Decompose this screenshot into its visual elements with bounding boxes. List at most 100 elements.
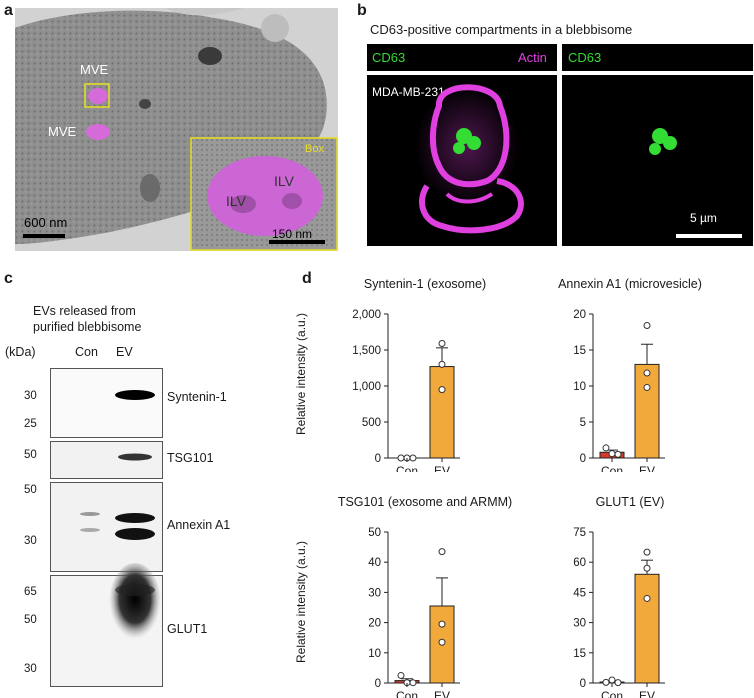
y-tick-label: 500 xyxy=(362,417,381,429)
marker-glut1-30: 30 xyxy=(24,663,37,675)
scale-label-b: 5 µm xyxy=(690,211,717,225)
mve-label-top: MVE xyxy=(80,62,109,77)
marker-glut1-65: 65 xyxy=(24,586,37,598)
marker-annexin-50: 50 xyxy=(24,484,37,496)
data-point xyxy=(614,679,622,687)
marker-syntenin-25: 25 xyxy=(24,418,37,430)
chart-title: GLUT1 (EV) xyxy=(596,495,665,509)
cd63-header-right: CD63 xyxy=(568,50,602,65)
y-tick-label: 15 xyxy=(573,345,586,357)
blot-tsg101 xyxy=(50,441,163,479)
y-tick-label: 0 xyxy=(375,453,381,465)
data-point xyxy=(614,450,622,458)
data-point xyxy=(409,454,417,462)
blot-bands xyxy=(80,390,161,643)
data-point xyxy=(397,454,405,462)
data-point xyxy=(397,671,405,679)
marker-annexin-30: 30 xyxy=(24,535,37,547)
y-tick-label: 2,000 xyxy=(352,309,381,321)
data-point xyxy=(643,548,651,556)
data-point xyxy=(608,450,616,458)
mve-label-left: MVE xyxy=(48,124,77,139)
blot-label-glut1: GLUT1 xyxy=(167,622,208,636)
y-tick-label: 60 xyxy=(573,557,586,569)
marker-tsg101-50: 50 xyxy=(24,449,37,461)
bar-ev xyxy=(634,573,660,684)
cell-line-label: MDA-MB-231 xyxy=(372,85,445,99)
data-point xyxy=(438,548,446,556)
x-tick-label: Con xyxy=(601,464,623,472)
panel-letter-a: a xyxy=(4,2,13,19)
cd63-header-left: CD63 xyxy=(372,50,406,65)
divider-line xyxy=(367,71,753,75)
ylabel-bottom: Relative intensity (a.u.) xyxy=(294,540,308,663)
scale-label-main: 600 nm xyxy=(24,215,68,230)
blot-annexin xyxy=(50,482,163,572)
x-tick-label: EV xyxy=(434,689,450,698)
panel-letter-c: c xyxy=(4,270,13,287)
blot-syntenin xyxy=(50,368,163,438)
data-point xyxy=(438,340,446,348)
blot-label-annexin: Annexin A1 xyxy=(167,518,231,532)
y-tick-label: 20 xyxy=(573,309,586,321)
x-tick-label: Con xyxy=(601,689,623,698)
ilv-label-right: ILV xyxy=(274,173,294,189)
y-tick-label: 0 xyxy=(580,678,586,690)
panel-letter-d: d xyxy=(302,270,312,287)
data-point xyxy=(643,383,651,391)
data-point xyxy=(438,386,446,394)
em-micrograph xyxy=(15,8,338,251)
data-point xyxy=(608,676,616,684)
y-tick-label: 50 xyxy=(368,527,381,539)
y-tick-label: 10 xyxy=(368,648,381,660)
blebbisome-cd63 xyxy=(649,128,742,238)
x-tick-label: Con xyxy=(396,464,418,472)
panel-c-title-line1: EVs released from xyxy=(33,304,136,318)
data-point xyxy=(438,360,446,368)
y-tick-label: 0 xyxy=(375,678,381,690)
y-tick-label: 0 xyxy=(580,453,586,465)
data-point xyxy=(438,620,446,628)
x-tick-label: Con xyxy=(396,689,418,698)
data-point xyxy=(438,638,446,646)
box-label: Box xyxy=(305,143,324,155)
chart-tsg101: TSG101 (exosome and ARMM) 0 10 20 30 40 50 Con E… xyxy=(338,495,512,698)
chart-syntenin: Syntenin-1 (exosome) 0 500 1,000 1,500 2,000 C… xyxy=(352,277,486,472)
lane-label-ev: EV xyxy=(116,345,133,359)
blot-label-tsg101: TSG101 xyxy=(167,451,214,465)
y-tick-label: 45 xyxy=(573,587,586,599)
kda-label: (kDa) xyxy=(5,345,36,359)
panel-b-title: CD63-positive compartments in a blebbiso… xyxy=(370,22,633,37)
bar-ev xyxy=(634,363,660,459)
y-tick-label: 30 xyxy=(573,618,586,630)
x-tick-label: EV xyxy=(639,464,655,472)
y-tick-label: 40 xyxy=(368,557,381,569)
marker-glut1-50: 50 xyxy=(24,614,37,626)
panel-c-title-line2: purified blebbisome xyxy=(33,320,142,334)
panel-letter-b: b xyxy=(357,2,367,19)
y-tick-label: 20 xyxy=(368,618,381,630)
chart-title: TSG101 (exosome and ARMM) xyxy=(338,495,512,509)
scale-label-inset: 150 nm xyxy=(272,227,313,241)
chart-annexin: Annexin A1 (microvesicle) 0 5 10 15 20 Con EV xyxy=(558,277,702,472)
x-tick-label: EV xyxy=(639,689,655,698)
y-tick-label: 5 xyxy=(580,417,586,429)
lane-label-con: Con xyxy=(75,345,98,359)
actin-header: Actin xyxy=(518,50,547,65)
data-point xyxy=(409,679,417,687)
marker-syntenin-30: 30 xyxy=(24,390,37,402)
blebbisome-merge xyxy=(415,84,524,234)
y-tick-label: 1,500 xyxy=(352,345,381,357)
y-tick-label: 1,000 xyxy=(352,381,381,393)
data-point xyxy=(602,444,610,452)
y-tick-label: 15 xyxy=(573,648,586,660)
y-tick-label: 10 xyxy=(573,381,586,393)
chart-title: Syntenin-1 (exosome) xyxy=(364,277,486,291)
data-point xyxy=(643,564,651,572)
ilv-label-left: ILV xyxy=(226,193,246,209)
data-point xyxy=(643,594,651,602)
blot-label-syntenin: Syntenin-1 xyxy=(167,390,227,404)
data-point xyxy=(602,678,610,686)
ylabel-top: Relative intensity (a.u.) xyxy=(294,312,308,435)
y-tick-label: 30 xyxy=(368,587,381,599)
